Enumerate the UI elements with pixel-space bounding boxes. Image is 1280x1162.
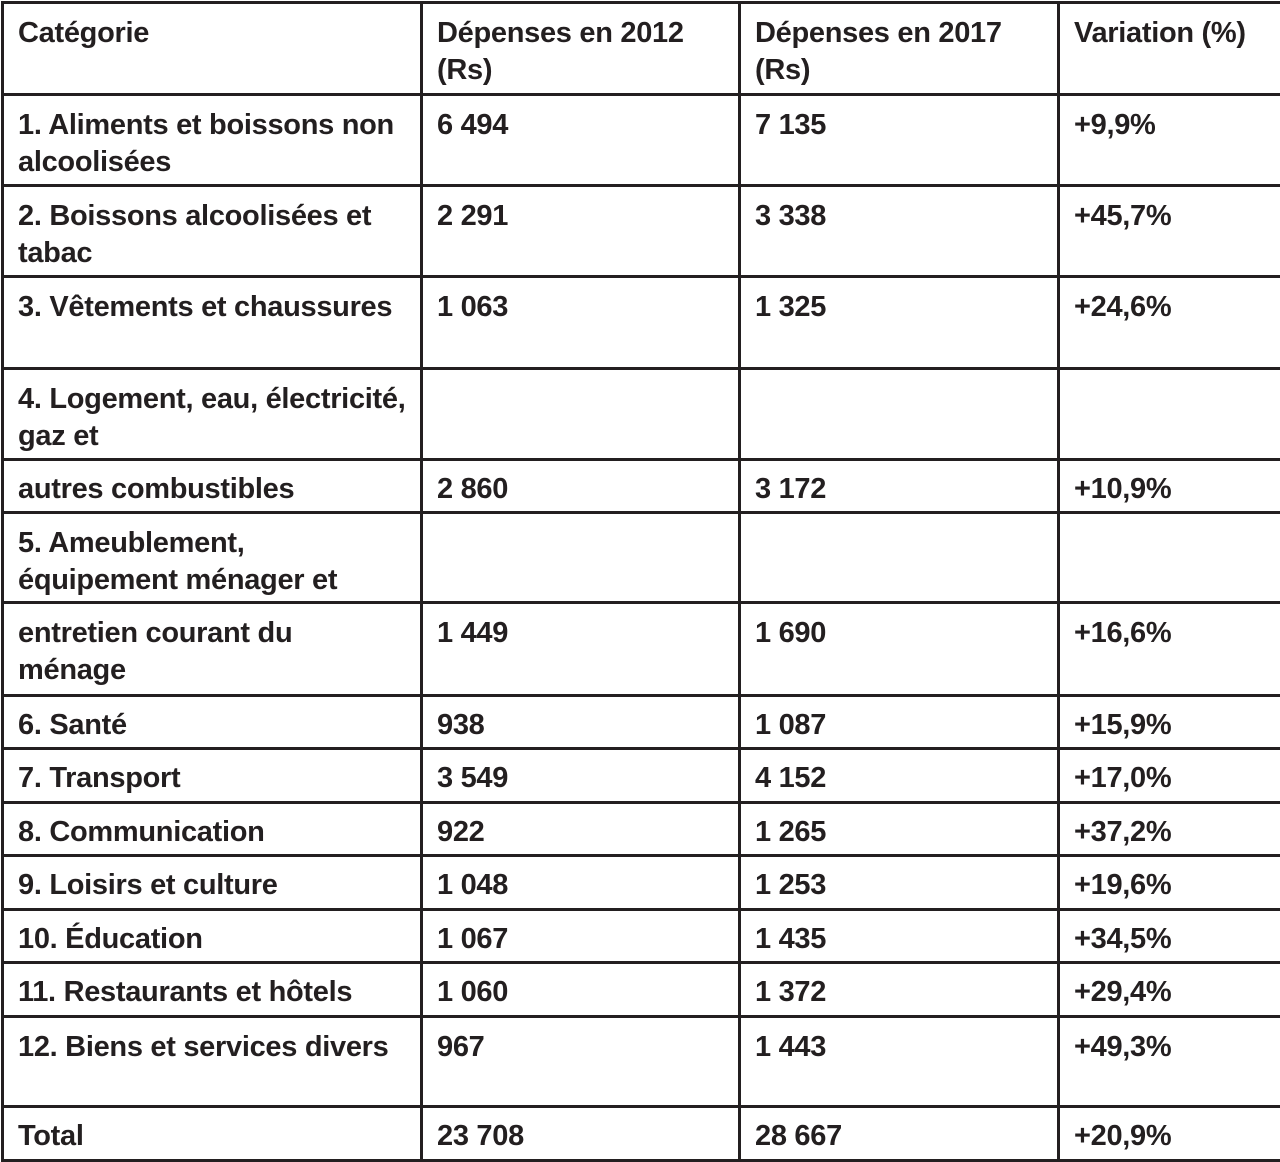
cell-category: 6. Santé <box>3 696 422 749</box>
cell-variation: +45,7% <box>1059 186 1280 277</box>
cell-spending-2017: 1 372 <box>740 963 1059 1017</box>
cell-spending-2017: 1 087 <box>740 696 1059 749</box>
cell-category: 4. Logement, eau, électricité, gaz et <box>3 369 422 460</box>
cell-spending-2012: 1 067 <box>422 910 740 963</box>
cell-category: autres combustibles <box>3 460 422 513</box>
cell-spending-2017: 1 435 <box>740 910 1059 963</box>
cell-spending-2017: 28 667 <box>740 1107 1059 1161</box>
cell-spending-2017: 1 265 <box>740 803 1059 856</box>
cell-spending-2012: 6 494 <box>422 95 740 186</box>
header-spending-2012: Dépenses en 2012 (Rs) <box>422 3 740 95</box>
cell-spending-2012: 938 <box>422 696 740 749</box>
table-row: 4. Logement, eau, électricité, gaz et <box>3 369 1280 460</box>
cell-variation: +20,9% <box>1059 1107 1280 1161</box>
cell-spending-2012: 967 <box>422 1017 740 1107</box>
cell-variation: +17,0% <box>1059 749 1280 803</box>
cell-category: 2. Boissons alcoolisées et tabac <box>3 186 422 277</box>
cell-variation: +24,6% <box>1059 277 1280 369</box>
cell-spending-2012: 1 048 <box>422 856 740 910</box>
cell-category: entretien courant du ménage <box>3 603 422 696</box>
cell-spending-2012 <box>422 513 740 603</box>
cell-spending-2012: 1 060 <box>422 963 740 1017</box>
cell-spending-2017: 4 152 <box>740 749 1059 803</box>
cell-variation: +15,9% <box>1059 696 1280 749</box>
cell-category: 1. Aliments et boissons non alcoolisées <box>3 95 422 186</box>
cell-category: 10. Éducation <box>3 910 422 963</box>
cell-variation: +10,9% <box>1059 460 1280 513</box>
cell-spending-2012: 1 063 <box>422 277 740 369</box>
cell-spending-2017: 1 443 <box>740 1017 1059 1107</box>
cell-spending-2017: 1 325 <box>740 277 1059 369</box>
cell-spending-2017: 3 172 <box>740 460 1059 513</box>
cell-spending-2017 <box>740 369 1059 460</box>
cell-category: 12. Biens et services divers <box>3 1017 422 1107</box>
cell-category: 5. Ameublement, équipement ménager et <box>3 513 422 603</box>
header-category: Catégorie <box>3 3 422 95</box>
cell-category: 9. Loisirs et culture <box>3 856 422 910</box>
cell-variation: +29,4% <box>1059 963 1280 1017</box>
cell-variation: +19,6% <box>1059 856 1280 910</box>
cell-variation <box>1059 369 1280 460</box>
cell-variation: +16,6% <box>1059 603 1280 696</box>
cell-category: 3. Vêtements et chaussures <box>3 277 422 369</box>
cell-variation: +34,5% <box>1059 910 1280 963</box>
cell-spending-2017 <box>740 513 1059 603</box>
cell-variation <box>1059 513 1280 603</box>
cell-spending-2017: 1 690 <box>740 603 1059 696</box>
cell-spending-2012 <box>422 369 740 460</box>
cell-spending-2012: 922 <box>422 803 740 856</box>
cell-spending-2012: 1 449 <box>422 603 740 696</box>
cell-spending-2012: 3 549 <box>422 749 740 803</box>
cell-spending-2012: 23 708 <box>422 1107 740 1161</box>
cell-spending-2017: 7 135 <box>740 95 1059 186</box>
cell-spending-2017: 1 253 <box>740 856 1059 910</box>
cell-spending-2017: 3 338 <box>740 186 1059 277</box>
header-row: Catégorie Dépenses en 2012 (Rs) Dépenses… <box>3 3 1280 95</box>
cell-variation: +9,9% <box>1059 95 1280 186</box>
cell-category: 8. Communication <box>3 803 422 856</box>
header-variation: Variation (%) <box>1059 3 1280 95</box>
cell-category: Total <box>3 1107 422 1161</box>
header-spending-2017: Dépenses en 2017 (Rs) <box>740 3 1059 95</box>
cell-variation: +49,3% <box>1059 1017 1280 1107</box>
table-row: 5. Ameublement, équipement ménager et <box>3 513 1280 603</box>
cell-variation: +37,2% <box>1059 803 1280 856</box>
cell-spending-2012: 2 291 <box>422 186 740 277</box>
cell-category: 7. Transport <box>3 749 422 803</box>
cell-category: 11. Restaurants et hôtels <box>3 963 422 1017</box>
cell-spending-2012: 2 860 <box>422 460 740 513</box>
